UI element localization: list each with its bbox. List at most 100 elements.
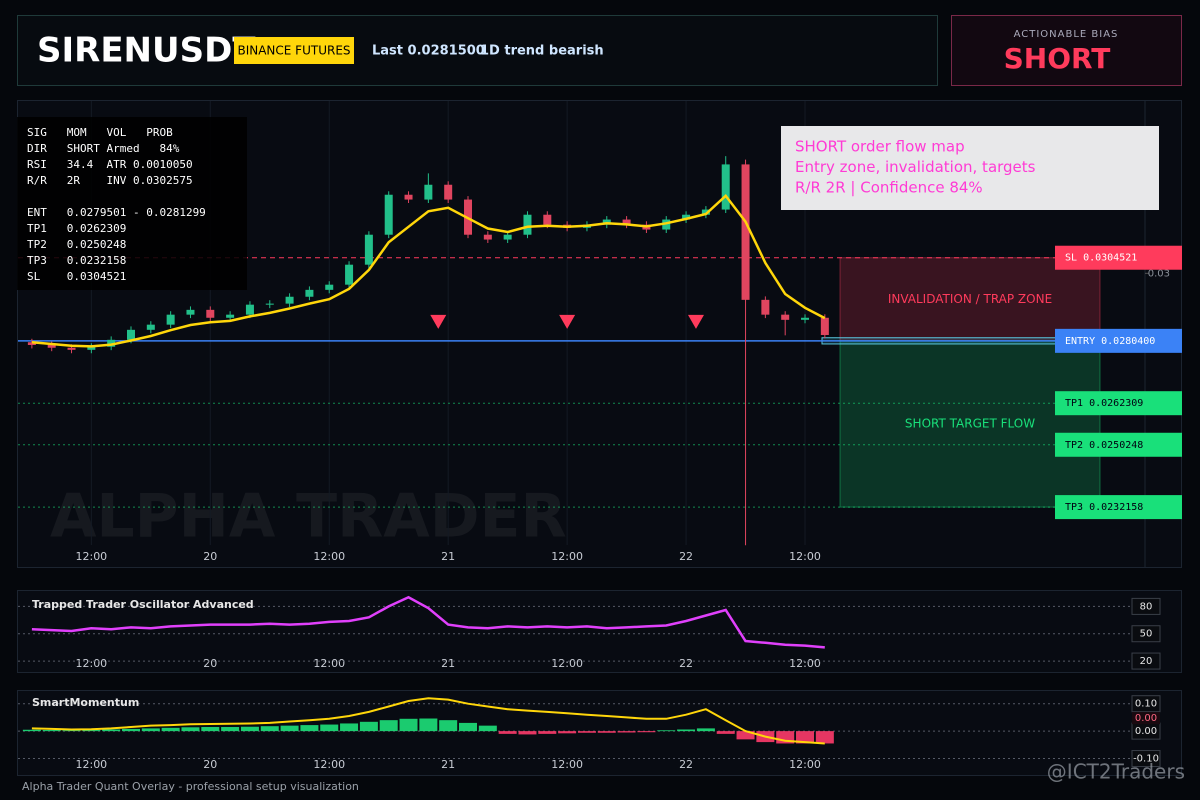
x-tick-label: 12:00 xyxy=(551,550,583,563)
x-tick-label: 12:00 xyxy=(313,550,345,563)
momentum-bar xyxy=(696,728,715,732)
level-name: ENTRY xyxy=(1065,336,1095,347)
momentum-bar xyxy=(42,730,61,732)
momentum-bar xyxy=(141,728,160,732)
candle-body xyxy=(701,209,710,215)
x-tick-label: 12:00 xyxy=(551,657,583,670)
zone xyxy=(839,257,1101,342)
momentum-bar xyxy=(419,718,438,732)
candle-body xyxy=(444,184,453,200)
momentum-bar xyxy=(815,731,834,744)
last-price: Last 0.0281500 xyxy=(372,44,485,59)
y-tick-label: 20 xyxy=(1140,656,1153,667)
momentum-bar xyxy=(677,729,696,732)
x-tick-label: 22 xyxy=(679,657,693,670)
y-tick-box xyxy=(1131,750,1161,768)
info-line: SIG MOM VOL PROB xyxy=(27,126,173,139)
y-tick-label: 0.10 xyxy=(1135,699,1157,710)
level-tag xyxy=(1055,245,1182,270)
candle-body xyxy=(364,234,373,265)
x-tick-label: 21 xyxy=(441,758,455,771)
current-value: 0.00 xyxy=(1135,713,1157,724)
sell-signal xyxy=(687,314,704,329)
badge: BINANCE FUTURES xyxy=(237,44,350,58)
bias-label: ACTIONABLE BIAS xyxy=(1014,29,1119,40)
header-box xyxy=(17,15,938,86)
oscillator-panel xyxy=(17,590,1182,673)
level-name: TP3 xyxy=(1065,502,1083,513)
x-tick-label: 21 xyxy=(441,550,455,563)
candle-body xyxy=(166,314,175,325)
momentum-bar xyxy=(161,727,180,732)
y-tick-box xyxy=(1131,695,1161,713)
momentum-bar xyxy=(538,731,557,734)
candle-body xyxy=(543,214,552,225)
candle-body xyxy=(126,329,135,340)
panel-title: Trapped Trader Oscillator Advanced xyxy=(32,598,254,611)
candle-body xyxy=(186,309,195,315)
x-tick-label: 12:00 xyxy=(75,550,107,563)
level-price: 0.0250248 xyxy=(1089,440,1143,451)
bias-box xyxy=(951,15,1182,86)
level-tag-label: TP1 0.0262309 xyxy=(1065,398,1143,409)
candle-body xyxy=(781,314,790,320)
note-box xyxy=(781,126,1159,210)
momentum-bar xyxy=(280,725,299,732)
candle-body xyxy=(424,184,433,200)
candle-body xyxy=(206,309,215,318)
x-tick-label: 22 xyxy=(679,758,693,771)
candle-body xyxy=(285,296,294,304)
ema-line xyxy=(31,193,826,348)
momentum-bar xyxy=(121,728,140,732)
symbol: SIRENUSDT xyxy=(37,31,256,71)
level-tag xyxy=(1055,391,1182,416)
x-tick-label: 21 xyxy=(441,657,455,670)
momentum-bar xyxy=(82,730,101,732)
candle-body xyxy=(67,347,76,350)
info-line: TP3 0.0232158 xyxy=(27,254,126,267)
momentum-bar xyxy=(359,721,378,732)
candle-body xyxy=(146,324,155,330)
info-line: ENT 0.0279501 - 0.0281299 xyxy=(27,206,206,219)
level-name: TP1 xyxy=(1065,398,1083,409)
momentum-bar xyxy=(240,726,259,732)
candle-body xyxy=(741,164,750,300)
info-line: R/R 2R INV 0.0302575 xyxy=(27,174,193,187)
momentum-bar xyxy=(181,727,200,732)
x-tick-label: 12:00 xyxy=(313,758,345,771)
momentum-bar xyxy=(320,724,339,732)
candle-body xyxy=(245,304,254,315)
candle-body xyxy=(107,339,116,347)
y-tick-box xyxy=(1131,597,1161,615)
level-price: 0.0280400 xyxy=(1101,336,1155,347)
momentum-bar xyxy=(637,731,656,733)
y-tick-label: 0.03 xyxy=(1148,268,1170,279)
x-tick-label: 12:00 xyxy=(75,758,107,771)
momentum-bar xyxy=(597,731,616,733)
info-line: RSI 34.4 ATR 0.0010050 xyxy=(27,158,193,171)
x-tick-label: 20 xyxy=(203,550,217,563)
level-name: SL xyxy=(1065,253,1077,264)
candle-body xyxy=(523,214,532,235)
zone-label: INVALIDATION / TRAP ZONE xyxy=(888,292,1052,306)
candle-body xyxy=(384,194,393,235)
momentum-bar xyxy=(577,731,596,733)
momentum-bar xyxy=(558,731,577,734)
momentum-bar xyxy=(300,725,319,732)
momentum-bar xyxy=(459,722,478,732)
candle-body xyxy=(226,314,235,318)
footer: Alpha Trader Quant Overlay - professiona… xyxy=(22,780,359,793)
level-tag-label: TP2 0.0250248 xyxy=(1065,440,1143,451)
credit: @ICT2Traders xyxy=(1047,760,1185,784)
momentum-bar xyxy=(498,731,517,734)
momentum-bar xyxy=(796,731,815,744)
note-line: SHORT order flow map xyxy=(795,138,965,156)
note-line: Entry zone, invalidation, targets xyxy=(795,158,1036,176)
candle-body xyxy=(325,284,334,290)
candle-body xyxy=(265,303,274,305)
bias-value: SHORT xyxy=(1004,42,1111,75)
level-price: 0.0262309 xyxy=(1089,398,1143,409)
candle-body xyxy=(87,346,96,350)
x-tick-label: 12:00 xyxy=(789,657,821,670)
info-panel xyxy=(17,117,247,290)
